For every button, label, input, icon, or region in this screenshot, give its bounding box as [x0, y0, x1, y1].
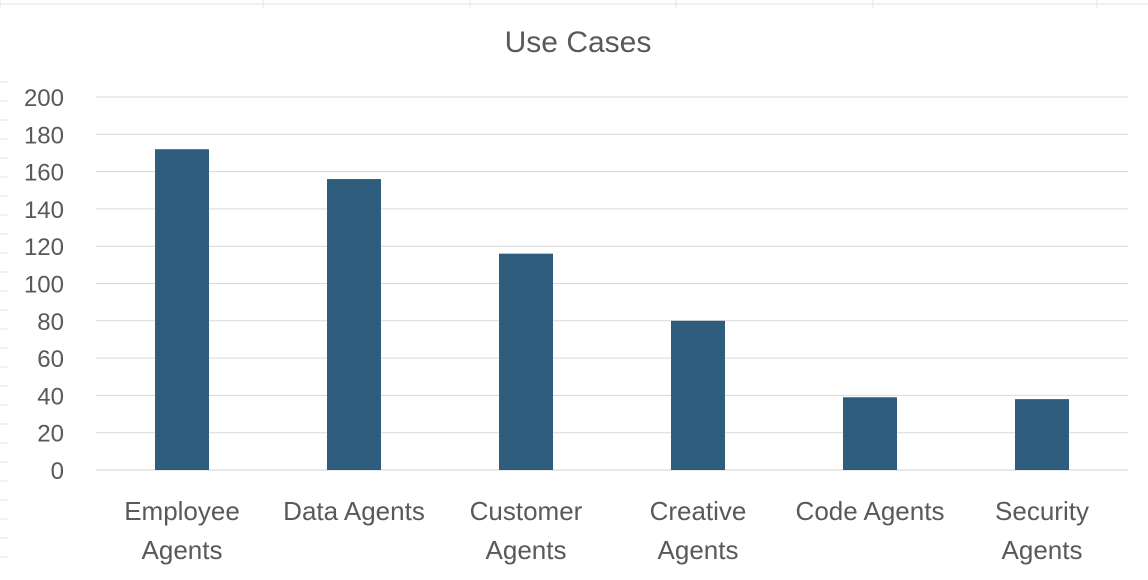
x-category-label-line: Agents [142, 535, 223, 565]
chart-title: Use Cases [505, 26, 652, 59]
x-category-label-line: Security [995, 496, 1089, 526]
bar [327, 179, 381, 470]
bar [499, 253, 553, 470]
y-tick-label: 40 [37, 383, 64, 410]
x-category-label-line: Code Agents [796, 496, 945, 526]
x-category-label: Data Agents [283, 496, 425, 526]
x-category-label: Creative Agents [650, 496, 747, 565]
y-tick-label: 60 [37, 346, 64, 373]
y-tick-label: 180 [24, 122, 64, 149]
bar [1015, 399, 1069, 470]
x-category-label-line: Agents [486, 535, 567, 565]
bar [843, 397, 897, 470]
bar [671, 320, 725, 470]
y-tick-label: 160 [24, 160, 64, 187]
y-tick-label: 200 [24, 85, 64, 112]
x-category-label-line: Customer [470, 496, 583, 526]
y-tick-label: 20 [37, 421, 64, 448]
x-category-label-line: Data Agents [283, 496, 425, 526]
y-axis-labels: 0 20 40 60 80 100 120 140 160 180 200 [24, 85, 64, 485]
bar [155, 149, 209, 470]
gridlines [96, 96, 1128, 471]
y-tick-label: 0 [51, 458, 64, 485]
y-tick-label: 140 [24, 197, 64, 224]
y-tick-label: 80 [37, 309, 64, 336]
x-category-label: Employee Agents [124, 496, 240, 565]
x-category-label-line: Creative [650, 496, 747, 526]
y-tick-label: 100 [24, 272, 64, 299]
y-tick-label: 120 [24, 234, 64, 261]
x-category-label-line: Agents [1002, 535, 1083, 565]
x-category-label: Security Agents [995, 496, 1089, 565]
x-category-label: Customer Agents [470, 496, 583, 565]
bars [155, 149, 1069, 470]
x-category-label-line: Employee [124, 496, 240, 526]
x-category-label: Code Agents [796, 496, 945, 526]
x-category-label-line: Agents [658, 535, 739, 565]
